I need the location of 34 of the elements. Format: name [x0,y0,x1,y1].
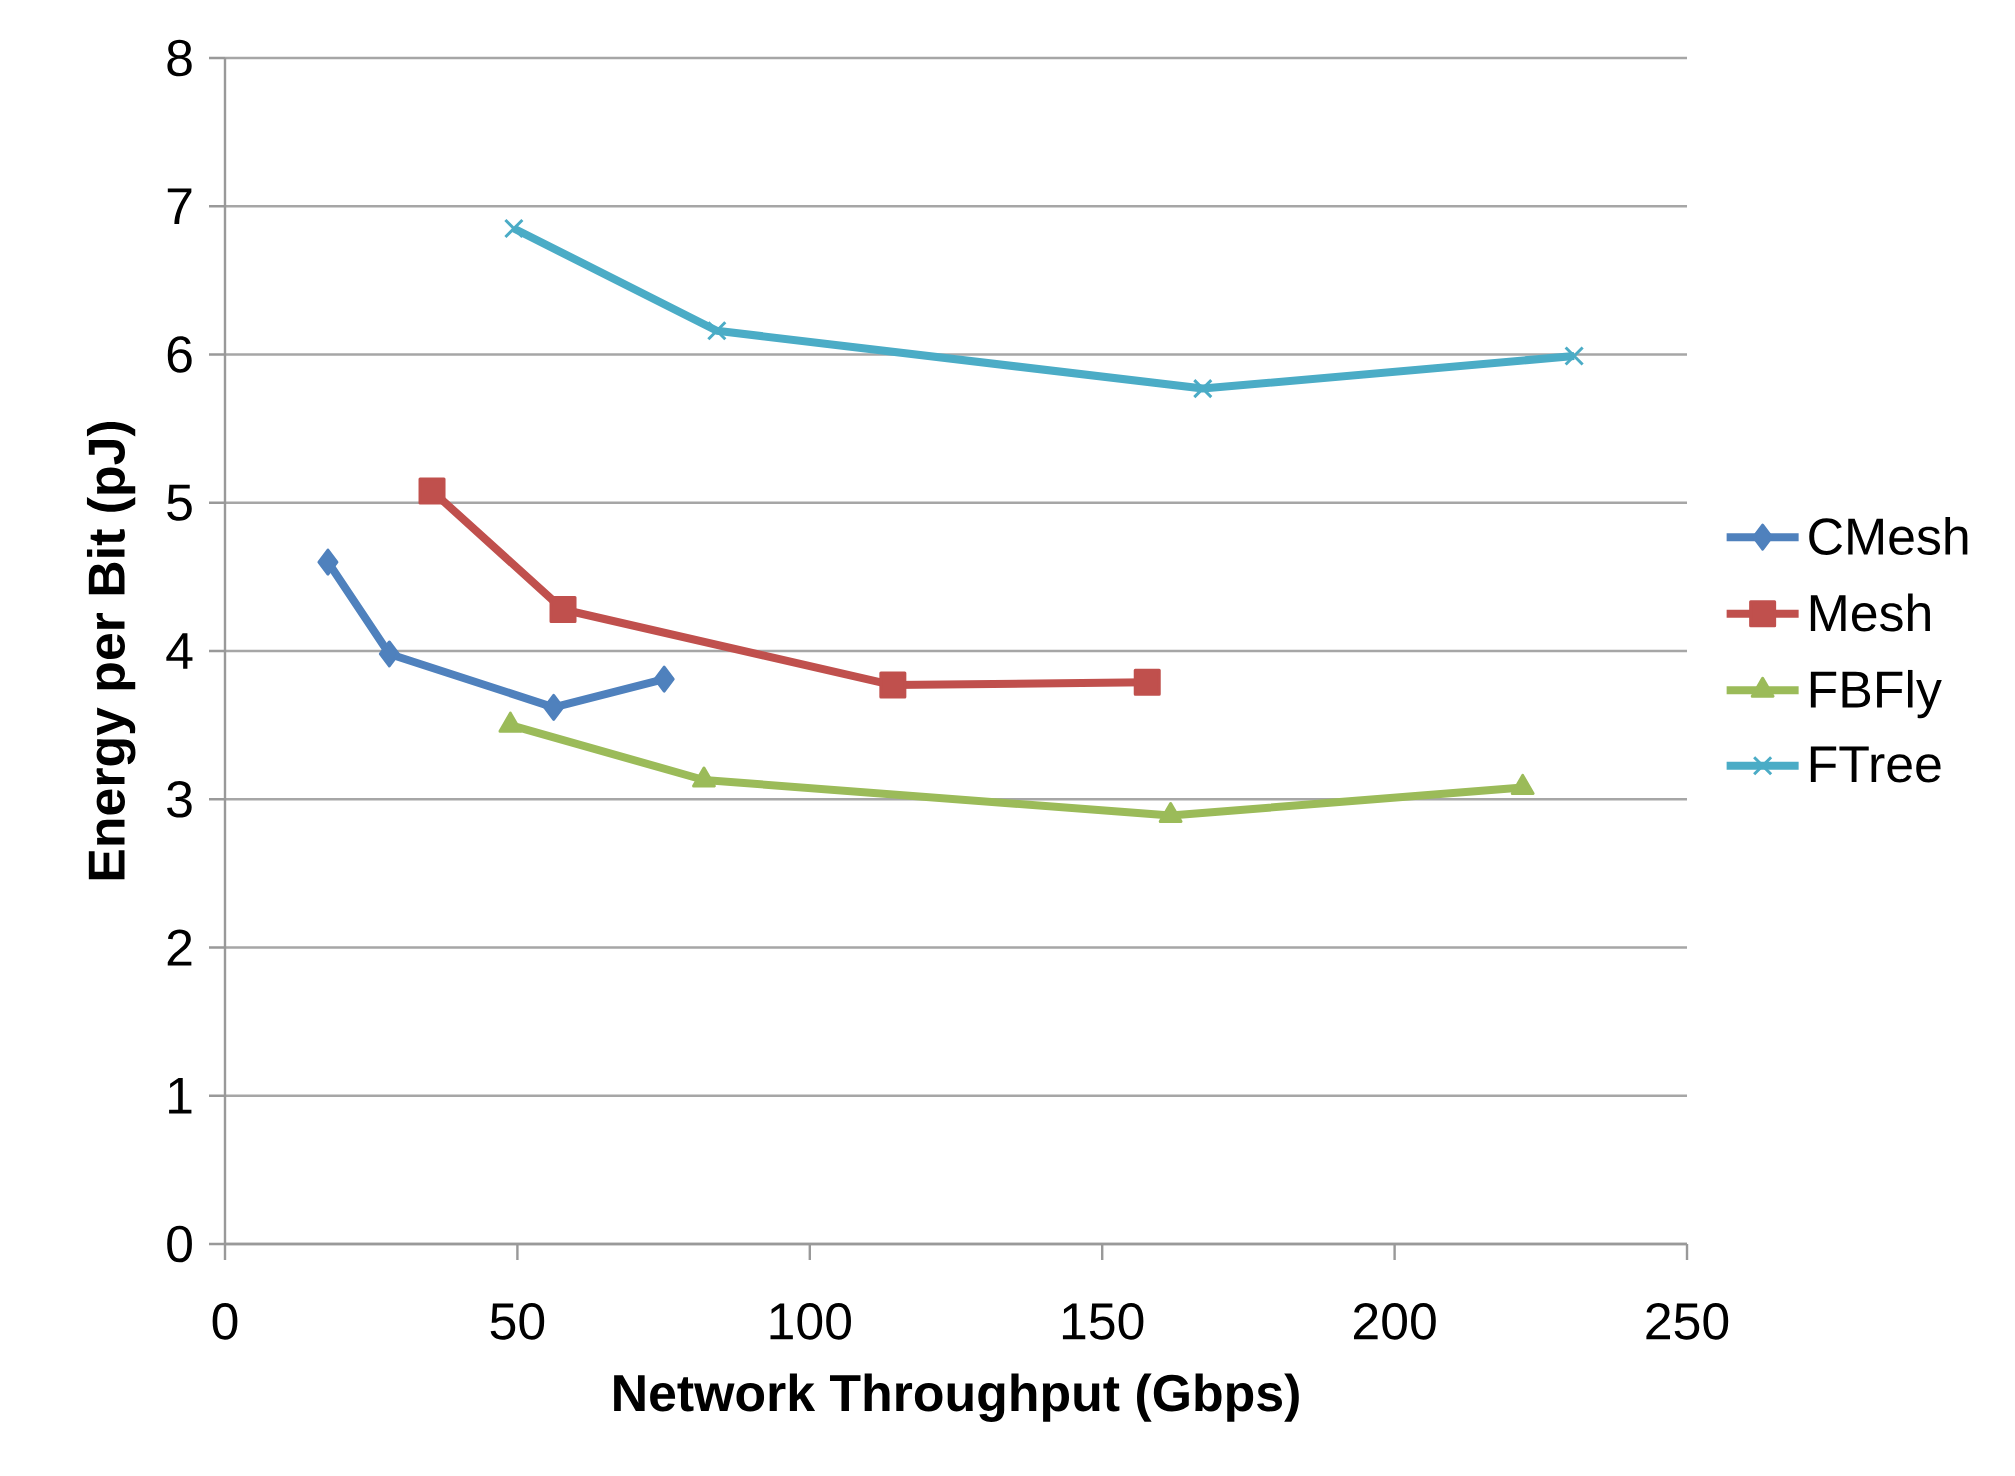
y-tick-label: 4 [166,633,193,669]
y-tick-label: 0 [167,1225,192,1263]
x-tick-label: 50 [490,1303,545,1340]
y-tick-label: 8 [167,39,192,77]
point [1133,668,1161,696]
x-tick-label: 150 [1062,1303,1144,1340]
point [879,671,907,699]
x-tick-label: 100 [770,1303,851,1340]
y-tick-label: 2 [167,929,192,966]
point [653,665,675,693]
y-tick-label: 7 [167,188,192,225]
x-axis-title: Network Throughput (Gbps) [614,1373,1299,1422]
point [543,693,565,721]
x-tick-label: 200 [1353,1303,1436,1340]
point [1564,346,1585,366]
y-axis-title: Energy per Bit (pJ) [86,421,136,880]
point [1158,802,1183,824]
legend-label: FBFly [1810,669,1942,719]
point [549,595,577,623]
y-tick-label: 6 [167,336,192,373]
y-tick-label: 3 [167,780,192,818]
point [418,477,446,505]
y-tick-label: 5 [167,484,192,521]
x-tick-label: 0 [212,1303,238,1340]
x-tick-label: 250 [1646,1303,1729,1340]
point [503,218,524,239]
point [378,640,400,668]
point [317,548,339,576]
point [706,320,727,341]
legend-label: CMesh [1809,516,1968,555]
point [1192,378,1213,399]
legend-label: Mesh [1810,593,1930,632]
y-tick-label: 1 [169,1077,192,1114]
legend-label: FTree [1810,746,1941,783]
